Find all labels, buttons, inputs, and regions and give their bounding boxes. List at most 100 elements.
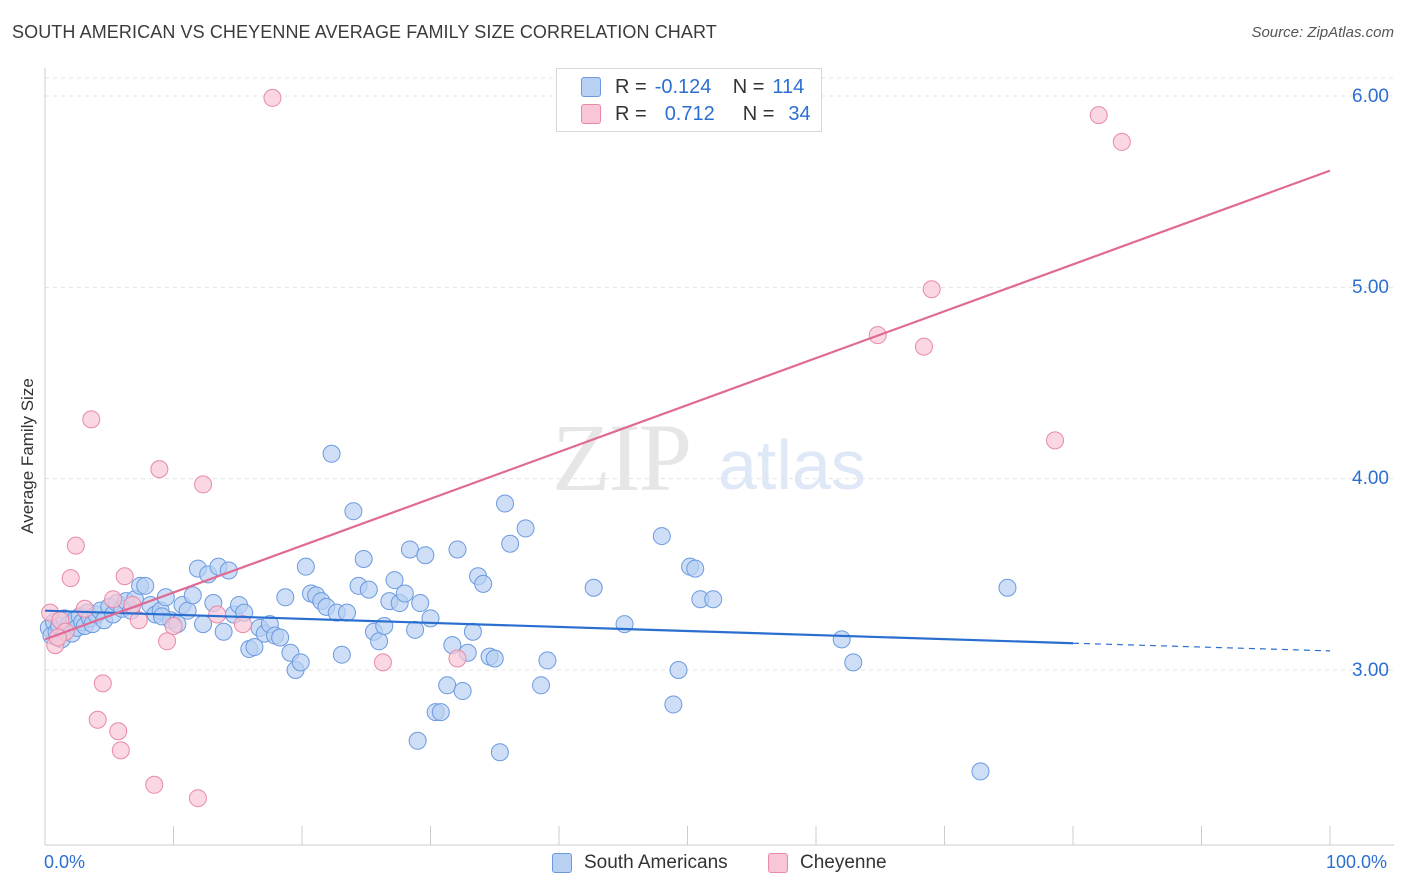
south-americans-point xyxy=(686,559,705,578)
y-tick-5: 5.00 xyxy=(1352,277,1389,298)
r-value: 0.712 xyxy=(664,102,715,125)
south-americans-point xyxy=(136,576,155,595)
south-americans-point xyxy=(652,527,671,546)
cheyenne-point xyxy=(93,674,112,693)
legend-row-cheyenne: R = 0.712 N = 34 xyxy=(581,101,811,127)
south-americans-point xyxy=(490,743,509,762)
south-americans-point xyxy=(453,682,472,701)
n-value: 114 xyxy=(772,75,805,98)
south-americans-point xyxy=(496,494,515,513)
south-americans-point xyxy=(271,628,290,647)
cheyenne-point xyxy=(263,88,282,107)
n-value: 34 xyxy=(788,102,811,125)
south-americans-point xyxy=(214,622,233,641)
south-americans-point xyxy=(385,571,404,590)
south-americans-point xyxy=(485,649,504,668)
cheyenne-point xyxy=(104,590,123,609)
south-americans-point xyxy=(411,594,430,613)
pink-swatch-icon xyxy=(581,104,601,124)
legend-label: South Americans xyxy=(584,852,728,873)
blue-swatch-icon xyxy=(581,77,601,97)
blue-swatch-icon xyxy=(552,853,572,873)
n-label: N = xyxy=(732,75,765,98)
cheyenne-point xyxy=(233,615,252,634)
cheyenne-point xyxy=(115,567,134,586)
south-americans-point xyxy=(291,653,310,672)
south-americans-point xyxy=(416,546,435,565)
cheyenne-point xyxy=(1046,431,1065,450)
south-americans-point xyxy=(359,580,378,599)
correlation-legend: R = -0.124 N = 114 R = 0.712 N = 34 xyxy=(556,68,822,132)
r-label: R = xyxy=(615,75,647,98)
cheyenne-point xyxy=(150,460,169,479)
cheyenne-point xyxy=(61,569,80,588)
x-tick-right: 100.0% xyxy=(1326,852,1388,872)
cheyenne-point xyxy=(188,789,207,808)
watermark-zip: ZIP xyxy=(552,404,692,511)
south-americans-point xyxy=(844,653,863,672)
cheyenne-point xyxy=(129,611,148,630)
south-americans-point xyxy=(532,676,551,695)
south-americans-point xyxy=(516,519,535,538)
south-americans-point xyxy=(400,540,419,559)
south-americans-point xyxy=(438,676,457,695)
y-tick-4: 4.00 xyxy=(1352,468,1389,489)
cheyenne-point xyxy=(88,710,107,729)
south-americans-point xyxy=(971,762,990,781)
south-americans-trend-line xyxy=(44,609,1074,645)
legend-item-cheyenne[interactable]: Cheyenne xyxy=(768,852,887,874)
source-label: Source: ZipAtlas.com xyxy=(1251,24,1394,41)
legend-label: Cheyenne xyxy=(800,852,887,873)
r-label: R = xyxy=(615,102,647,125)
south-americans-point xyxy=(370,632,389,651)
n-label: N = xyxy=(742,102,775,125)
south-americans-point xyxy=(395,584,414,603)
y-tick-6: 6.00 xyxy=(1352,86,1389,107)
cheyenne-point xyxy=(914,337,933,356)
south-americans-point xyxy=(448,540,467,559)
cheyenne-point xyxy=(448,649,467,668)
cheyenne-point xyxy=(66,536,85,555)
south-americans-point xyxy=(152,607,171,626)
south-americans-point xyxy=(354,550,373,569)
cheyenne-point xyxy=(208,605,227,624)
y-tick-3: 3.00 xyxy=(1352,660,1389,681)
cheyenne-point xyxy=(158,632,177,651)
south-americans-point xyxy=(421,609,440,628)
south-americans-point xyxy=(375,616,394,635)
south-americans-trend-extension xyxy=(1072,642,1331,652)
cheyenne-point xyxy=(922,280,941,299)
pink-swatch-icon xyxy=(768,853,788,873)
south-americans-point xyxy=(584,578,603,597)
south-americans-point xyxy=(245,638,264,657)
south-americans-point xyxy=(704,590,723,609)
cheyenne-point xyxy=(194,475,213,494)
legend-item-south-americans[interactable]: South Americans xyxy=(552,852,728,874)
south-americans-point xyxy=(664,695,683,714)
chart-title: SOUTH AMERICAN VS CHEYENNE AVERAGE FAMIL… xyxy=(12,22,717,42)
cheyenne-point xyxy=(1112,132,1131,151)
south-americans-point xyxy=(322,444,341,463)
cheyenne-point xyxy=(82,410,101,429)
cheyenne-trend-line xyxy=(44,169,1331,641)
cheyenne-point xyxy=(145,775,164,794)
south-americans-point xyxy=(832,630,851,649)
x-tick-left: 0.0% xyxy=(44,852,86,872)
south-americans-point xyxy=(344,502,363,521)
cheyenne-point xyxy=(373,653,392,672)
south-americans-point xyxy=(463,622,482,641)
south-americans-point xyxy=(178,601,197,620)
south-americans-point xyxy=(431,703,450,722)
south-americans-point xyxy=(406,620,425,639)
south-americans-point xyxy=(501,534,520,553)
r-value: -0.124 xyxy=(654,75,712,98)
south-americans-point xyxy=(408,731,427,750)
cheyenne-point xyxy=(164,616,183,635)
cheyenne-point xyxy=(111,741,130,760)
south-americans-point xyxy=(276,588,295,607)
south-americans-point xyxy=(474,574,493,593)
cheyenne-point xyxy=(109,722,128,741)
watermark-atlas: atlas xyxy=(718,426,866,504)
south-americans-point xyxy=(669,661,688,679)
